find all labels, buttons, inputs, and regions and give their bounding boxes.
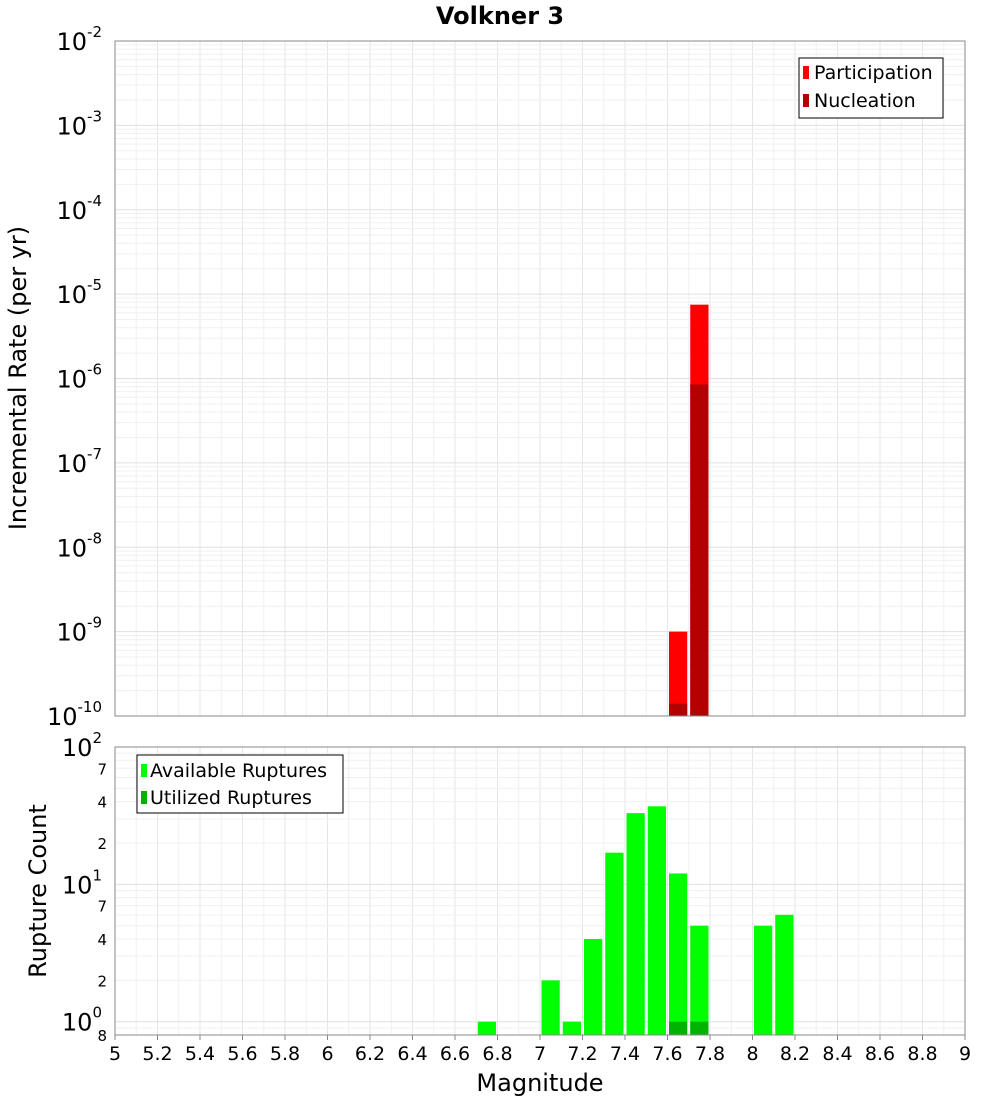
y-tick-label: 10-6 [56,361,102,394]
bar-available-ruptures [626,813,645,1035]
legend-swatch-utilized [141,791,147,804]
rate-y-ticks: 10-2 10-3 10-4 10-5 10-6 10-7 10-8 10-9 10-10 [47,23,102,731]
y-tick-label: 10-5 [56,276,102,309]
legend-swatch-available [141,764,147,777]
y-minor-tick-label: 7 [97,760,107,778]
x-axis-label: Magnitude [476,1069,603,1097]
rate-legend: Participation Nucleation [798,57,944,119]
legend-label-nucleation: Nucleation [814,90,916,112]
x-tick-label: 7.8 [695,1043,725,1065]
x-tick-label: 6.4 [397,1043,427,1065]
legend-label-available: Available Ruptures [150,760,327,782]
bar-nucleation [669,703,688,716]
count-legend: Available Ruptures Utilized Ruptures [136,754,344,814]
y-minor-tick-label: 2 [97,835,107,853]
y-tick-label: 10-3 [56,107,102,140]
x-tick-label: 6.2 [355,1043,385,1065]
x-tick-label: 6.6 [440,1043,470,1065]
legend-label-participation: Participation [814,62,933,84]
x-tick-label: 5 [109,1043,121,1065]
x-tick-label: 7.4 [610,1043,640,1065]
count-legend-box [136,754,344,814]
x-tick-label: 7.6 [652,1043,682,1065]
bar-available-ruptures [541,980,560,1035]
count-y-ticks: 102 101 100 7 4 2 7 4 2 8 [62,729,107,1045]
bar-available-ruptures [690,925,709,1035]
x-tick-label: 8.2 [780,1043,810,1065]
bar-participation [669,631,688,716]
bar-available-ruptures [584,939,603,1035]
x-tick-label: 9 [959,1043,971,1065]
y-tick-label: 10-10 [47,698,102,731]
rate-plot-border [114,40,966,717]
count-chart: 102 101 100 7 4 2 7 4 2 8 Rupture Count Available… [24,729,971,1097]
bar-available-ruptures [562,1021,581,1035]
legend-swatch-participation [803,66,809,79]
y-minor-tick-label: 7 [97,898,107,916]
x-tick-label: 6 [321,1043,333,1065]
rate-bars [669,304,709,716]
rate-gridlines [114,41,966,717]
y-minor-tick-label: 4 [97,931,107,949]
bar-available-ruptures [775,914,794,1035]
y-minor-tick-label: 2 [97,972,107,990]
y-tick-label: 100 [62,1004,102,1037]
y-minor-tick-label: 8 [97,1027,107,1045]
bar-available-ruptures [477,1021,496,1035]
x-tick-label: 5.2 [142,1043,172,1065]
bar-available-ruptures [605,852,624,1035]
y-tick-label: 10-8 [56,529,102,562]
bar-utilized-ruptures [690,1021,709,1035]
x-tick-label: 8 [746,1043,758,1065]
x-tick-label: 8.8 [907,1043,937,1065]
y-tick-label: 101 [62,866,102,899]
x-tick-label: 7 [534,1043,546,1065]
bar-available-ruptures [754,925,773,1035]
bar-available-ruptures [647,806,666,1035]
x-tick-label: 7.2 [567,1043,597,1065]
rate-legend-box [798,57,944,119]
bar-utilized-ruptures [669,1021,688,1035]
x-tick-label: 5.8 [270,1043,300,1065]
y-tick-label: 10-7 [56,445,102,478]
y-tick-label: 102 [62,729,102,762]
rate-y-axis-label: Incremental Rate (per yr) [4,226,32,530]
count-bars [477,806,794,1035]
rate-chart: 10-2 10-3 10-4 10-5 10-6 10-7 10-8 10-9 10-10 In… [4,23,966,731]
y-tick-label: 10-2 [56,23,102,56]
y-minor-tick-label: 4 [97,794,107,812]
legend-swatch-nucleation [803,94,809,107]
x-ticks: 5 5.2 5.4 5.6 5.8 6 6.2 6.4 6.6 6.8 7 7.2 7.4 7.6 7.8 8… [109,1035,971,1065]
y-tick-label: 10-4 [56,192,102,225]
x-tick-label: 6.8 [482,1043,512,1065]
x-tick-label: 8.6 [865,1043,895,1065]
x-tick-label: 5.6 [227,1043,257,1065]
bar-available-ruptures [669,873,688,1035]
count-y-axis-label: Rupture Count [24,804,52,978]
x-tick-label: 8.4 [822,1043,852,1065]
legend-label-utilized: Utilized Ruptures [150,787,312,809]
bar-nucleation [690,384,709,716]
x-tick-label: 5.4 [185,1043,215,1065]
y-tick-label: 10-9 [56,614,102,647]
chart-title: Volkner 3 [436,2,564,30]
